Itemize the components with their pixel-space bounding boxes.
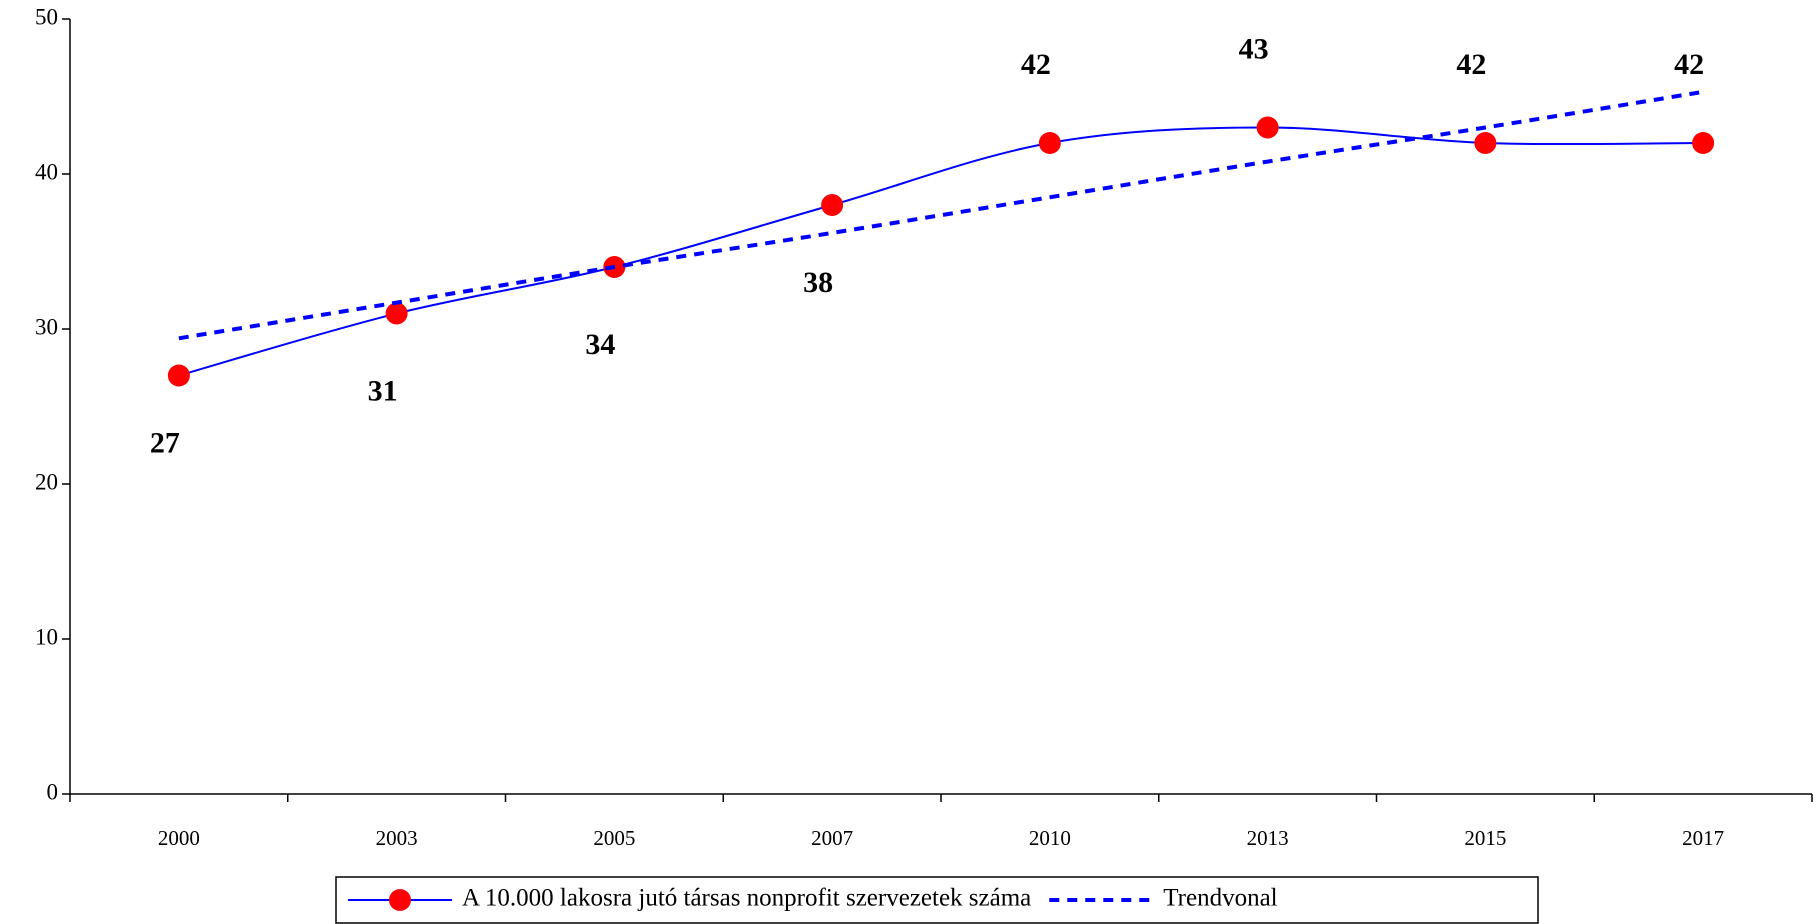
legend-label: A 10.000 lakosra jutó társas nonprofit s… [462, 885, 1031, 912]
data-label: 27 [150, 426, 180, 459]
y-tick-label: 50 [35, 4, 58, 29]
legend-label: Trendvonal [1163, 885, 1277, 912]
marker [821, 194, 844, 216]
x-tick-label: 2003 [376, 826, 418, 850]
y-tick-label: 30 [35, 314, 58, 339]
data-label: 43 [1239, 32, 1269, 65]
legend-box [335, 876, 1539, 924]
x-tick-label: 2015 [1464, 826, 1506, 850]
y-tick-label: 20 [35, 469, 58, 494]
x-tick-label: 2000 [158, 826, 200, 850]
data-line [178, 126, 1704, 377]
data-label: 31 [368, 374, 398, 407]
x-tick-label: 2005 [593, 826, 635, 850]
marker [385, 302, 408, 325]
y-tick-label: 10 [35, 624, 58, 649]
data-label: 38 [803, 266, 833, 299]
x-tick-label: 2013 [1247, 826, 1289, 850]
y-tick-label: 40 [35, 159, 58, 184]
x-tick-label: 2017 [1682, 826, 1724, 850]
data-label: 42 [1674, 48, 1704, 81]
data-label: 42 [1456, 48, 1486, 81]
x-tick-label: 2010 [1029, 826, 1071, 850]
marker [1038, 132, 1061, 154]
y-tick-label: 0 [47, 779, 59, 804]
trend-line [178, 89, 1704, 341]
x-tick-label: 2007 [811, 826, 853, 850]
marker [1692, 132, 1715, 154]
data-label: 34 [585, 328, 615, 361]
legend-marker [389, 889, 411, 911]
marker [1256, 116, 1279, 139]
marker [167, 364, 190, 387]
marker [1474, 132, 1497, 154]
data-label: 42 [1021, 48, 1051, 81]
